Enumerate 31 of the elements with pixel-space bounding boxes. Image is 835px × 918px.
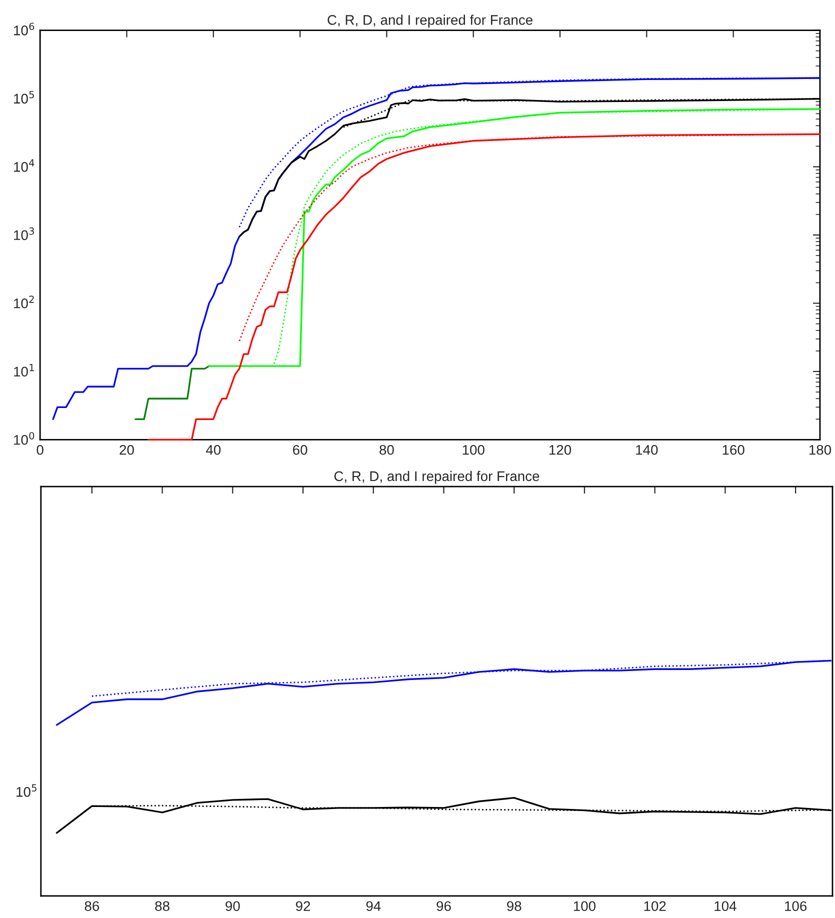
x-tick-label: 180 [809,444,832,455]
y-tick-label: 10$^{3}$ [14,227,34,240]
x-tick-label: 140 [636,444,658,455]
chart-title: C, R, D, and I repaired for France [328,14,532,28]
x-tick-label: 0 [36,444,44,455]
line-series [134,365,210,420]
x-tick-label: 104 [714,901,736,912]
y-tick-label: 10$^{2}$ [14,296,34,308]
x-tick-label: 88 [155,901,170,912]
y-tick-label: 10$^{5}$ [14,91,34,104]
y-tick-label: 10$^{6}$ [14,22,34,36]
y-tick-label: 10$^{1}$ [14,364,34,377]
x-tick-label: 120 [549,444,572,455]
x-tick-label: 20 [120,444,134,455]
x-tick-label: 92 [296,901,310,912]
x-tick-label: 106 [785,901,807,912]
x-tick-label: 160 [722,444,744,455]
x-tick-label: 98 [507,901,522,912]
x-tick-label: 86 [84,901,100,912]
chart-title: C, R, D, and I repaired for France [334,470,540,484]
x-tick-label: 102 [644,901,666,912]
y-tick-label: 10$^{4}$ [14,159,34,172]
x-tick-label: 90 [226,901,240,912]
x-tick-label: 40 [206,444,221,455]
x-tick-label: 80 [380,444,394,455]
x-tick-label: 96 [436,901,451,912]
x-tick-label: 100 [462,444,484,455]
x-tick-label: 100 [574,901,596,912]
x-tick-label: 94 [366,901,381,912]
y-tick-label: 10$^{0}$ [14,432,34,445]
x-tick-label: 60 [293,444,308,455]
